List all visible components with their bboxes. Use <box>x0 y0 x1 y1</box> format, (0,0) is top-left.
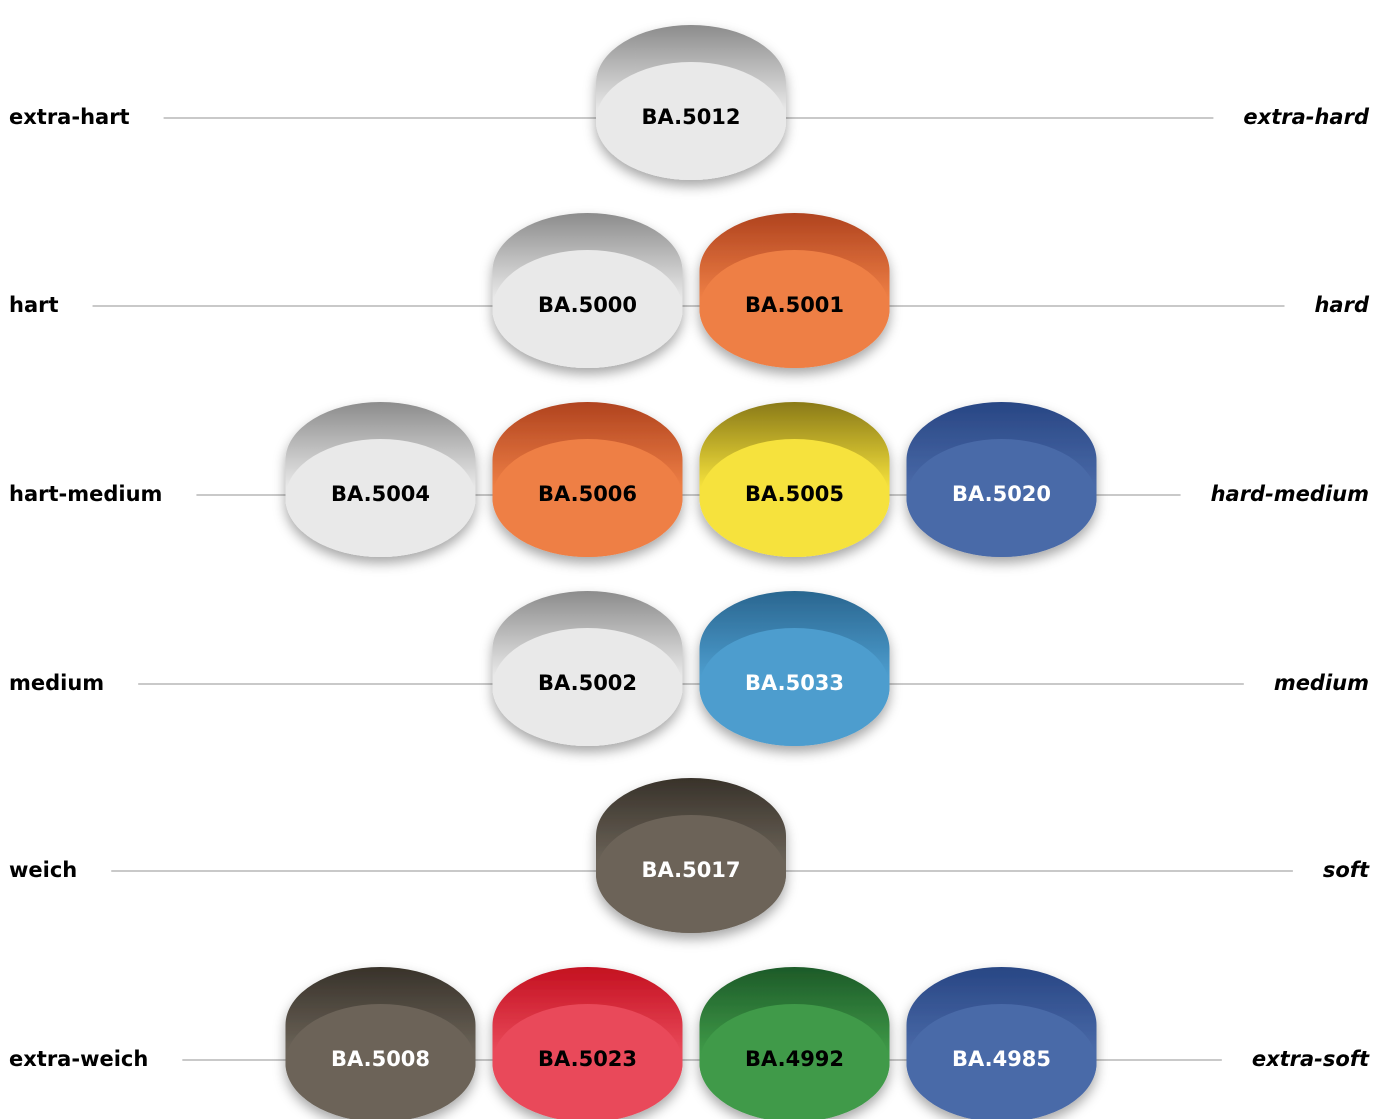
pad-code: BA.5008 <box>331 1047 430 1071</box>
label-english: medium <box>1274 671 1369 695</box>
pad-code: BA.4985 <box>952 1047 1051 1071</box>
row: weich soft BA.5017 <box>9 778 1370 933</box>
label-english: soft <box>1323 858 1370 882</box>
pad-code: BA.5023 <box>538 1047 637 1071</box>
row: hart-medium hard-medium BA.5004 BA.5006 BA.5… <box>9 402 1369 557</box>
pad <box>699 967 890 1119</box>
pad <box>699 591 890 746</box>
pad-face <box>596 62 786 180</box>
pad-face <box>492 439 683 557</box>
pad-code: BA.5017 <box>641 858 740 882</box>
pad-code: BA.5012 <box>641 105 740 129</box>
label-german: weich <box>9 858 77 882</box>
label-german: extra-hart <box>9 105 130 129</box>
pad <box>492 967 683 1119</box>
pad <box>492 213 683 368</box>
pad <box>285 402 476 557</box>
pad-face <box>492 1004 683 1119</box>
pad-face <box>699 250 890 368</box>
pad-code: BA.5005 <box>745 482 844 506</box>
pad <box>596 25 786 180</box>
pad <box>596 778 786 933</box>
label-german: extra-weich <box>9 1047 148 1071</box>
pad <box>699 213 890 368</box>
pad <box>285 967 476 1119</box>
pad-face <box>699 439 890 557</box>
label-english: extra-hard <box>1243 105 1370 129</box>
pad <box>906 402 1097 557</box>
pad-face <box>492 250 683 368</box>
row: extra-weich extra-soft BA.5008 BA.5023 BA.49… <box>9 967 1370 1119</box>
pad-code: BA.4992 <box>745 1047 844 1071</box>
label-german: hart <box>9 293 59 317</box>
label-german: hart-medium <box>9 482 162 506</box>
pad-code: BA.5002 <box>538 671 637 695</box>
label-english: extra-soft <box>1252 1047 1370 1071</box>
pad-face <box>285 1004 476 1119</box>
pad-face <box>906 1004 1097 1119</box>
pad-code: BA.5001 <box>745 293 844 317</box>
pad-face <box>699 1004 890 1119</box>
pad-code: BA.5004 <box>331 482 430 506</box>
label-english: hard-medium <box>1211 482 1369 506</box>
pad-code: BA.5000 <box>538 293 637 317</box>
row: extra-hart extra-hard BA.5012 <box>9 25 1370 180</box>
pad-code: BA.5006 <box>538 482 637 506</box>
pad <box>492 591 683 746</box>
pad-face <box>285 439 476 557</box>
row: hart hard BA.5000 BA.5001 <box>9 213 1370 368</box>
pad-face <box>699 628 890 746</box>
pad <box>906 967 1097 1119</box>
label-german: medium <box>9 671 104 695</box>
label-english: hard <box>1314 293 1369 317</box>
pad-code: BA.5020 <box>952 482 1051 506</box>
pad-face <box>492 628 683 746</box>
pad <box>699 402 890 557</box>
pad <box>492 402 683 557</box>
pad-face <box>906 439 1097 557</box>
row: medium medium BA.5002 BA.5033 <box>9 591 1369 746</box>
pad-face <box>596 815 786 933</box>
pad-code: BA.5033 <box>745 671 844 695</box>
